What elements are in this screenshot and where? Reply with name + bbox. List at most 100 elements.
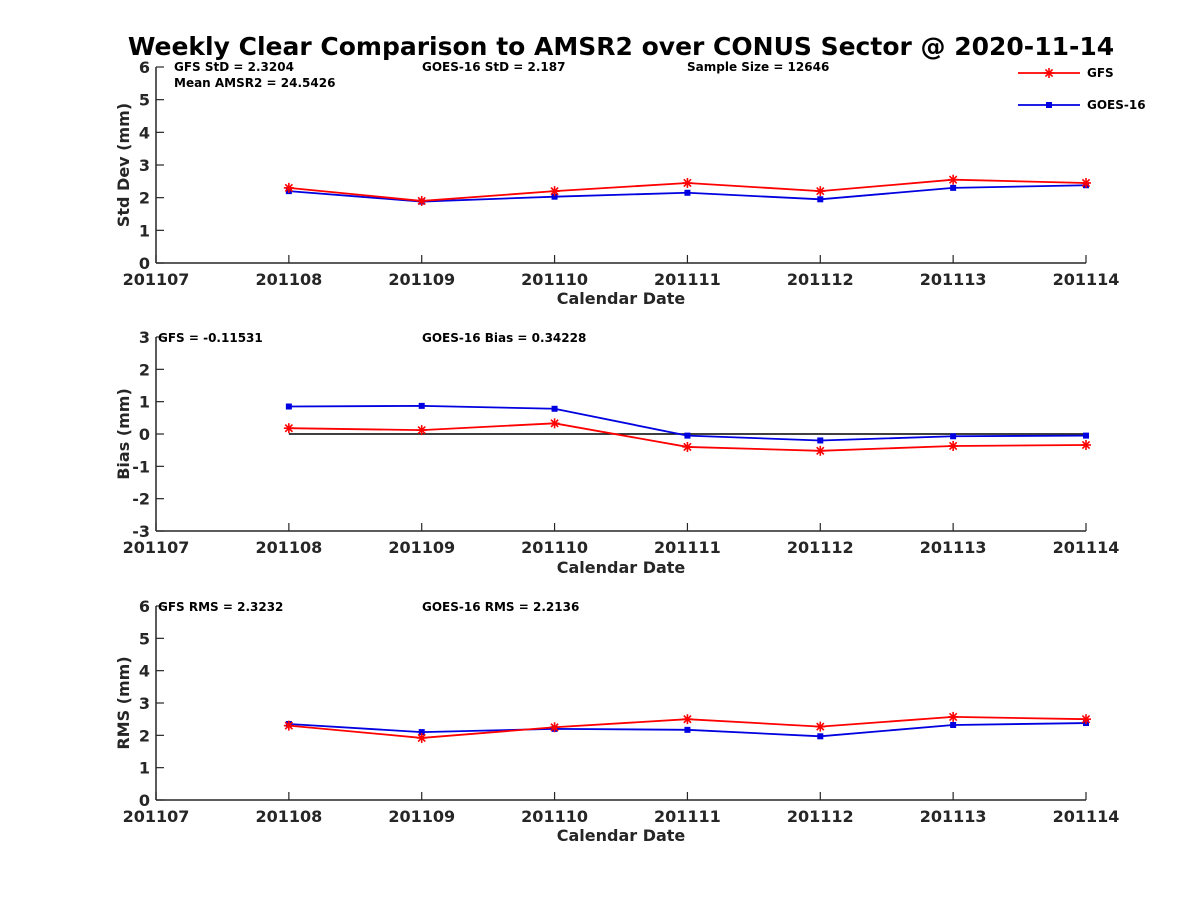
y-tick-label: 4 [139, 123, 150, 142]
x-axis-label: Calendar Date [557, 558, 686, 577]
data-point [1081, 177, 1091, 188]
y-tick-label: 0 [139, 254, 150, 273]
data-point [285, 403, 292, 410]
stat-annotation: GFS RMS = 2.3232 [158, 600, 283, 614]
x-tick-label: 201107 [123, 807, 190, 826]
y-tick-label: 4 [139, 662, 150, 681]
x-tick-label: 201112 [787, 270, 854, 289]
x-tick-label: 201108 [255, 538, 322, 557]
panels: 201107 201108 201109 201110 201111 201112 2011… [114, 58, 1119, 845]
marker-stroke [816, 446, 825, 455]
marker-stroke [284, 721, 294, 730]
data-point [815, 186, 826, 197]
data-point [1081, 439, 1091, 450]
data-point [817, 733, 824, 740]
y-axis-label: RMS (mm) [114, 656, 133, 749]
series-gfs [283, 174, 1091, 206]
x-tick-label: 201110 [521, 807, 588, 826]
marker-stroke [1081, 178, 1091, 188]
x-tick-label: 201109 [388, 270, 455, 289]
chart-title: Weekly Clear Comparison to AMSR2 over CO… [128, 32, 1114, 61]
series-gfs [283, 711, 1091, 743]
legend-label: GOES-16 [1087, 98, 1146, 112]
marker-stroke [816, 722, 825, 731]
x-tick-label: 201113 [920, 807, 987, 826]
y-tick-label: 5 [139, 629, 150, 648]
stat-annotation: GFS = -0.11531 [158, 331, 263, 345]
marker-stroke [1044, 68, 1054, 78]
y-axis-label: Std Dev (mm) [114, 103, 133, 227]
marker-stroke [948, 175, 958, 184]
y-tick-label: 1 [139, 393, 150, 412]
subplot-1: 201107 201108 201109 201110 201111 201112 2011… [114, 58, 1119, 308]
legend-label: GFS [1087, 66, 1114, 80]
y-tick-label: 0 [139, 791, 150, 810]
y-tick-label: 1 [139, 221, 150, 240]
marker-stroke [948, 712, 958, 722]
data-point [950, 433, 957, 440]
x-tick-label: 201112 [787, 807, 854, 826]
marker-stroke [417, 425, 426, 435]
x-tick-label: 201110 [521, 538, 588, 557]
marker-stroke [417, 196, 426, 206]
data-point [549, 186, 560, 197]
x-tick-label: 201114 [1053, 807, 1120, 826]
marker-stroke [417, 733, 426, 743]
stat-annotation: GOES-16 RMS = 2.2136 [422, 600, 579, 614]
stat-annotation: GOES-16 Bias = 0.34228 [422, 331, 586, 345]
marker-stroke [948, 441, 958, 451]
marker-stroke [550, 186, 559, 196]
x-tick-label: 201114 [1053, 538, 1120, 557]
y-tick-label: 3 [139, 156, 150, 175]
marker-stroke [550, 419, 559, 428]
y-tick-label: 2 [139, 360, 150, 379]
y-tick-label: 3 [139, 328, 150, 347]
y-tick-label: 1 [139, 759, 150, 778]
stat-annotation: GOES-16 StD = 2.187 [422, 60, 565, 74]
data-point [950, 721, 957, 728]
x-tick-label: 201110 [521, 270, 588, 289]
subplot-2: 201107 201108 201109 201110 201111 201112 2011… [114, 328, 1119, 577]
x-tick-label: 201111 [654, 270, 721, 289]
x-tick-label: 201111 [654, 807, 721, 826]
x-tick-label: 201112 [787, 538, 854, 557]
data-point [948, 711, 959, 722]
x-tick-label: 201109 [388, 807, 455, 826]
marker-stroke [683, 178, 692, 188]
data-point [815, 445, 826, 456]
data-point [1083, 432, 1089, 439]
y-tick-label: 2 [139, 726, 150, 745]
legend-entry-gfs: GFS [1018, 66, 1114, 80]
marker-stroke [284, 183, 294, 193]
x-axis-label: Calendar Date [557, 289, 686, 308]
marker-stroke [816, 186, 825, 196]
data-point [948, 174, 959, 185]
y-tick-label: 6 [139, 597, 150, 616]
data-point [682, 714, 693, 725]
marker-stroke [1081, 715, 1091, 724]
y-tick-label: 5 [139, 91, 150, 110]
legend-marker [1044, 68, 1054, 78]
marker-stroke [284, 424, 294, 433]
data-point [549, 418, 560, 429]
data-point [418, 402, 425, 409]
y-tick-label: 2 [139, 189, 150, 208]
subplot-3: 201107 201108 201109 201110 201111 201112 2011… [114, 597, 1119, 845]
x-tick-label: 201107 [123, 270, 190, 289]
y-tick-label: -2 [132, 490, 150, 509]
data-point [549, 722, 560, 733]
data-point [551, 193, 558, 200]
x-tick-label: 201108 [255, 270, 322, 289]
data-point [948, 440, 959, 451]
y-axis-label: Bias (mm) [114, 388, 133, 480]
marker-stroke [683, 715, 692, 724]
data-point [817, 437, 824, 444]
data-point [551, 405, 558, 412]
data-point [682, 177, 693, 188]
legend: GFS GOES-16 [1018, 66, 1146, 112]
data-point [416, 425, 427, 436]
data-point [418, 729, 425, 736]
y-tick-label: 0 [139, 425, 150, 444]
stat-annotation: GFS StD = 2.3204 [174, 60, 294, 74]
y-tick-label: 6 [139, 58, 150, 77]
